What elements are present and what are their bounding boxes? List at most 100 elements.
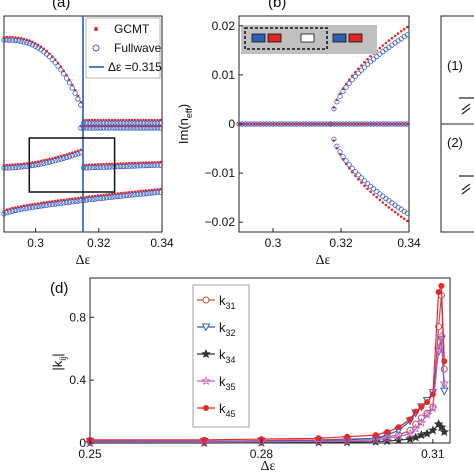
a-fullwave-point <box>75 96 81 102</box>
a-fullwave-point <box>64 75 70 81</box>
b-gcmt-point <box>387 206 391 209</box>
b-gcmt-point <box>369 55 372 58</box>
a-fullwave-point <box>129 163 135 169</box>
a-fullwave-point <box>143 191 149 197</box>
d-legend-label-sub: 32 <box>226 328 236 338</box>
a-fullwave-point <box>146 190 152 196</box>
a-fullwave-point <box>61 155 67 161</box>
a-fullwave-point <box>106 164 112 170</box>
a-fullwave-point <box>132 192 138 198</box>
d-series-line-k34 <box>90 423 445 444</box>
panel-a-points <box>1 35 163 217</box>
b-ytick-label: −0.02 <box>205 215 236 229</box>
b-gcmt-point <box>396 32 400 35</box>
a-fullwave-point <box>137 163 144 169</box>
a-fullwave-point <box>157 189 163 195</box>
b-xtick-label: 0.3 <box>265 236 282 250</box>
b-fullwave-point <box>352 73 358 79</box>
a-fullwave-point <box>103 125 110 131</box>
b-fullwave-point <box>361 178 368 184</box>
a-fullwave-point <box>64 199 70 206</box>
panel-label-b: (b) <box>268 0 286 11</box>
panel-b-ylabel: Im(neff) <box>176 104 194 144</box>
b-fullwave-point <box>352 169 358 175</box>
b-fullwave-point <box>364 61 371 68</box>
panel-a-xticks: 0.3 0.32 0.34 <box>27 228 174 250</box>
b-gcmt-point <box>399 215 403 218</box>
a-fullwave-point <box>152 190 158 196</box>
d-point-k45 <box>395 424 402 431</box>
b-fullwave-point <box>334 99 340 105</box>
d-point-k35 <box>199 437 210 447</box>
d-legend-label-main: k <box>219 374 226 389</box>
a-fullwave-point <box>41 203 47 209</box>
b-gcmt-point <box>402 27 406 31</box>
a-fullwave-point <box>49 201 55 207</box>
a-fullwave-point <box>157 162 163 168</box>
b-fullwave-point <box>355 70 361 76</box>
a-fullwave-point <box>1 37 7 43</box>
a-fullwave-point <box>69 153 75 159</box>
a-fullwave-point <box>1 211 7 217</box>
panel-a-inset-box <box>28 137 116 193</box>
b-fullwave-point <box>340 154 346 160</box>
d-point-k34 <box>436 422 447 432</box>
a-fullwave-point <box>46 202 53 208</box>
d-ytick-label: 0.4 <box>69 373 86 387</box>
d-legend-marker <box>203 405 209 411</box>
a-fullwave-point <box>9 165 16 171</box>
a-fullwave-point <box>137 125 144 131</box>
panel-b-xticks: 0.3 0.32 0.34 <box>265 228 421 250</box>
a-fullwave-point <box>115 125 121 131</box>
a-fullwave-point <box>152 162 158 168</box>
d-legend-label-sub: 45 <box>226 409 236 419</box>
panel-a: GCMT Fullwave Δε =0.315 0.3 0.32 0.34 Δε <box>1 15 174 268</box>
b-gcmt-point <box>384 203 388 207</box>
d-point-k35 <box>85 437 95 447</box>
d-point-k35 <box>439 378 450 388</box>
d-legend-marker <box>201 323 211 332</box>
d-point-k35 <box>342 436 352 446</box>
d-point-k45 <box>372 432 379 439</box>
d-legend-label-main: k <box>219 320 226 335</box>
a-fullwave-point <box>118 125 124 131</box>
b-gcmt-point <box>387 39 391 42</box>
panel-c-glyph-1 <box>461 103 471 115</box>
b-fullwave-point <box>367 59 374 65</box>
a-fullwave-point <box>146 162 152 169</box>
b-gcmt-point <box>406 25 409 29</box>
b-fullwave-point <box>358 175 364 181</box>
b-fullwave-point <box>337 93 343 99</box>
d-point-k45 <box>384 429 391 435</box>
d-point-k35 <box>428 403 438 413</box>
a-fullwave-point <box>126 125 132 131</box>
b-gcmt-point <box>363 60 366 64</box>
a-fullwave-point <box>98 195 104 201</box>
a-fullwave-point <box>44 160 50 166</box>
a-fullwave-point <box>95 164 101 170</box>
b-ytick-label: 0 <box>228 117 235 131</box>
panel-c-item-2: (2) <box>447 135 463 150</box>
b-fullwave-point <box>404 32 410 38</box>
b-fullwave-point <box>331 106 337 112</box>
a-fullwave-point <box>118 193 124 199</box>
panel-b-ylabel-sub: eff <box>184 108 194 118</box>
a-fullwave-point <box>7 165 13 171</box>
panel-d-xticks: 0.25 0.28 0.31 <box>78 439 445 461</box>
d-point-k45 <box>441 358 448 365</box>
d-point-k45 <box>407 416 413 423</box>
a-fullwave-point <box>83 165 90 171</box>
b-fullwave-point <box>367 183 374 189</box>
a-fullwave-point <box>149 125 155 131</box>
b-ytick-label: −0.01 <box>205 166 236 180</box>
a-fullwave-point <box>66 154 73 160</box>
b-fullwave-point <box>358 67 364 73</box>
d-point-k45 <box>424 399 431 406</box>
d-point-k35 <box>382 433 392 443</box>
b-fullwave-point <box>349 165 355 171</box>
a-fullwave-point <box>69 85 75 91</box>
panel-d-legend-frame <box>192 284 250 428</box>
a-fullwave-point <box>103 164 110 170</box>
